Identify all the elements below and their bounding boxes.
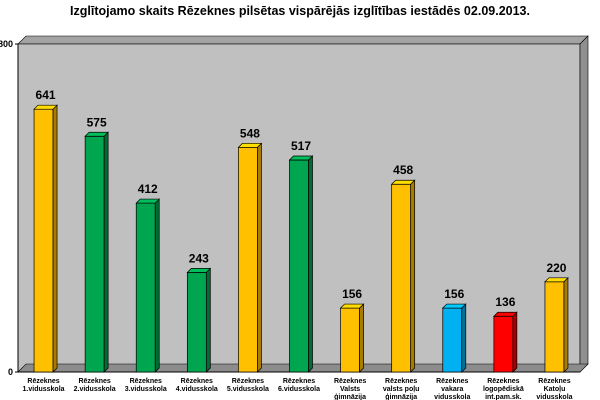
bar (441, 303, 467, 373)
bar-top (493, 311, 518, 317)
bar-side (359, 303, 364, 373)
bar-top (237, 142, 263, 148)
bar-side (103, 131, 109, 373)
x-tick-label: vakara (441, 386, 463, 393)
bar-top (441, 303, 467, 309)
bar-front (442, 307, 463, 373)
data-label: 641 (36, 88, 56, 102)
bar-top (288, 155, 314, 161)
bar (33, 104, 58, 373)
bar-side (257, 142, 262, 373)
x-tick-label: Rēzeknes (78, 378, 110, 385)
value-labels: 641 575 412 243 548 517 156 458 156 136 220 (36, 88, 567, 309)
bar-top (33, 104, 58, 110)
x-tick-label: 4.vidusskola (176, 386, 218, 393)
bar (135, 198, 161, 373)
data-label: 156 (342, 287, 362, 301)
x-tick-label: ģimnāzija (385, 393, 417, 400)
bar-side (512, 311, 518, 373)
bar-side (563, 276, 569, 373)
data-label: 156 (444, 287, 464, 301)
bar-side (154, 198, 160, 373)
bar (544, 276, 569, 373)
x-tick-label: Rēzeknes (232, 378, 264, 385)
x-tick-label: Rēzeknes (538, 378, 570, 385)
bar-front (340, 307, 360, 373)
x-tick-label: Katoļu (544, 386, 566, 393)
bar-top (339, 303, 365, 309)
x-tick-label: Rēzeknes (130, 378, 162, 385)
x-tick-label: Rēzeknes (283, 378, 315, 385)
bar-top (135, 198, 161, 204)
x-tick-label: 3.vidusskola (125, 386, 167, 393)
bar (493, 311, 518, 373)
x-tick-label: Rēzeknes (27, 378, 59, 385)
bar-side (52, 104, 58, 373)
x-tick-label: vidusskola (434, 394, 470, 400)
x-tick-label: logopēdiskā (483, 386, 524, 393)
x-tick-label: Rēzeknes (436, 378, 468, 385)
data-label: 136 (495, 295, 515, 309)
bar-front (391, 183, 412, 373)
category-labels: Rēzeknes1.vidusskolaRēzeknes2.vidusskola… (23, 378, 573, 400)
bar-top (186, 268, 212, 273)
data-label: 243 (189, 251, 209, 265)
bar-front (493, 315, 514, 373)
data-label: 220 (546, 261, 566, 275)
x-tick-label: valsts poļu (383, 386, 420, 393)
bar-side (461, 303, 467, 373)
bar-front (238, 146, 258, 373)
x-tick-label: 1.vidusskola (23, 386, 65, 393)
x-tick-label: 6.vidusskola (278, 386, 320, 393)
bar-top (84, 131, 109, 137)
data-label: 517 (291, 139, 311, 153)
bar-top (544, 277, 569, 283)
bar-side (410, 179, 416, 373)
plot-side-wall (579, 35, 589, 373)
x-tick-label: Valsts (340, 386, 360, 393)
x-tick-label: Rēzeknes (487, 378, 519, 385)
bar-side (308, 155, 313, 373)
y-tick-label: 0 (8, 367, 13, 377)
x-tick-label: 5.vidusskola (227, 386, 269, 393)
bar-front (289, 159, 309, 373)
bar-front (135, 202, 156, 373)
data-label: 548 (240, 126, 260, 140)
bar-side (205, 267, 211, 373)
plot-top-wall (17, 35, 589, 45)
bar (390, 179, 416, 373)
data-label: 575 (87, 115, 107, 129)
x-tick-label: int.pam.sk. (485, 394, 522, 400)
bar (186, 267, 212, 373)
y-tick-label: 800 (0, 39, 13, 49)
bar-top (390, 179, 416, 185)
bar (237, 142, 263, 373)
chart-title: Izglītojamo skaits Rēzeknes pilsētas vis… (70, 4, 530, 18)
bars (33, 104, 569, 373)
x-tick-label: ģimnāzija (334, 393, 366, 400)
x-tick-label: Rēzeknes (334, 378, 366, 385)
bar-front (544, 281, 565, 373)
bar (288, 155, 314, 373)
data-label: 412 (138, 182, 158, 196)
bar (84, 131, 109, 373)
x-tick-label: vidusskola (536, 394, 572, 400)
bar-front (84, 135, 105, 373)
x-tick-label: Rēzeknes (181, 378, 213, 385)
bar (339, 303, 365, 373)
x-tick-label: Rēzeknes (385, 378, 417, 385)
data-label: 458 (393, 163, 413, 177)
x-tick-label: 2.vidusskola (74, 386, 116, 393)
bar-front (186, 272, 207, 373)
bar-front (33, 108, 54, 373)
